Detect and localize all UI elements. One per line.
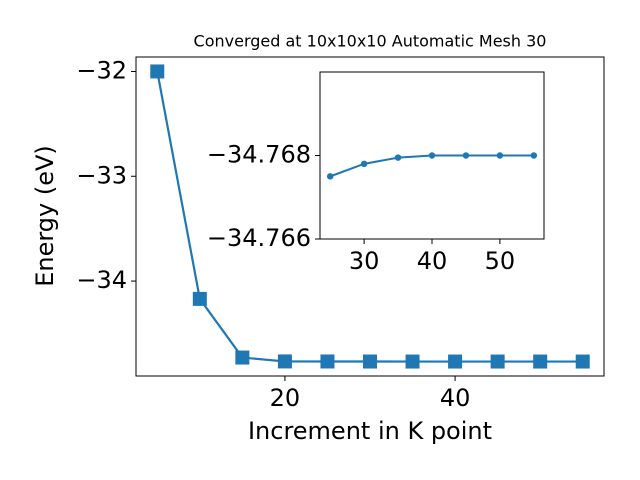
y-tick-label: −32: [76, 56, 127, 84]
x-axis-label: Increment in K point: [248, 417, 492, 445]
marker: [530, 152, 538, 159]
marker: [150, 64, 165, 79]
x-tick-label: 50: [485, 247, 516, 275]
y-tick-label: −34: [76, 266, 127, 294]
marker: [320, 354, 335, 369]
chart-title: Converged at 10x10x10 Automatic Mesh 30: [194, 32, 547, 51]
marker: [428, 152, 436, 159]
marker: [490, 354, 505, 369]
marker: [448, 354, 463, 369]
x-tick-label: 20: [270, 384, 301, 412]
marker: [192, 291, 207, 306]
marker: [533, 354, 548, 369]
x-tick-label: 40: [417, 247, 448, 275]
y-tick-label: −34.766: [207, 224, 311, 252]
marker: [326, 173, 334, 180]
y-axis-label: Energy (eV): [31, 145, 59, 287]
marker: [235, 350, 250, 365]
y-tick-label: −34.768: [207, 141, 311, 169]
marker: [575, 354, 590, 369]
marker: [277, 354, 292, 369]
y-tick-label: −33: [76, 161, 127, 189]
marker: [462, 152, 470, 159]
marker: [405, 354, 420, 369]
x-tick-label: 40: [440, 384, 471, 412]
x-tick-label: 30: [349, 247, 380, 275]
marker: [496, 152, 504, 159]
marker: [394, 154, 402, 161]
marker: [363, 354, 377, 369]
marker: [360, 160, 368, 168]
